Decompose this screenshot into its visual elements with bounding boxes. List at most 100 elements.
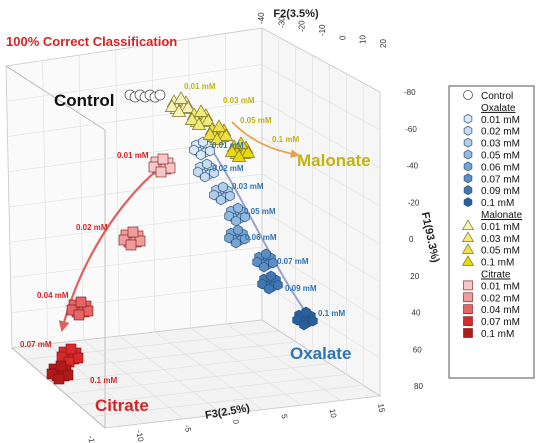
concentration-labels: 0.01 mM 0.02 mM 0.03 mM 0.05 mM 0.06 mM 0.07 …	[20, 82, 345, 385]
oxalate-data-point	[225, 190, 235, 202]
citrate-concentration-label: 0.07 mM	[20, 340, 52, 349]
citrate-concentration-label: 0.1 mM	[90, 376, 117, 385]
f1-tick-label: 0	[409, 235, 414, 244]
malonate-data-point	[171, 104, 187, 117]
legend-marker	[461, 219, 475, 231]
f3-tick-label: 10	[328, 408, 339, 419]
grid-line	[9, 210, 263, 243]
oxalate-data-point	[261, 248, 271, 260]
control-data-point	[154, 89, 166, 101]
f1-tick-label: 20	[410, 272, 419, 281]
grid-line	[225, 33, 227, 325]
malonate-data-point	[173, 91, 189, 104]
malonate-data-point	[211, 119, 227, 132]
f2-tick-label: 0	[338, 35, 347, 40]
data-points	[46, 89, 318, 385]
legend-entry: 0.01 mM	[481, 222, 520, 233]
oxalate-0-02-mm-cluster	[193, 158, 219, 183]
oxalate-data-point	[233, 202, 243, 214]
legend-entry: 0.02 mM	[481, 293, 520, 304]
citrate-data-point	[155, 166, 167, 178]
oxalate-data-point	[189, 144, 199, 156]
grid-line	[188, 38, 191, 329]
malonate-0-01-mm-cluster	[164, 91, 196, 117]
malonate-data-point	[224, 144, 240, 157]
legend-marker	[463, 90, 473, 100]
legend-marker	[463, 149, 473, 160]
oxalate-data-point	[308, 315, 318, 327]
legend-marker	[463, 173, 473, 184]
legend-box	[448, 85, 535, 379]
f2-tick-label: -20	[298, 20, 307, 32]
oxalate-data-point	[301, 306, 311, 318]
malonate-data-point	[164, 99, 180, 112]
malonate-data-point	[218, 128, 234, 141]
grid-line	[78, 55, 84, 341]
malonate-concentration-label: 0.05 mM	[240, 116, 272, 125]
oxalate-0-07-mm-cluster	[252, 248, 278, 273]
oxalate-data-point	[252, 256, 262, 268]
citrate-data-point	[72, 352, 84, 364]
f2-tick-label: 10	[359, 35, 368, 44]
oxalate-data-point	[224, 210, 234, 222]
group-label-control: Control	[54, 91, 114, 110]
grid-line	[261, 137, 381, 207]
oxalate-concentration-label: 0.09 mM	[285, 284, 317, 293]
grid-line	[38, 341, 296, 372]
oxalate-data-point	[273, 279, 283, 291]
legend-entry: 0.05 mM	[481, 246, 520, 257]
legend-entry: 0.01 mM	[481, 115, 520, 126]
grid-line	[65, 363, 330, 395]
f1-tick-label: -40	[407, 162, 419, 171]
oxalate-data-point	[224, 232, 234, 244]
chart-title: 100% Correct Classification	[6, 34, 177, 49]
legend-entry: 0.01 mM	[481, 281, 520, 292]
legend-marker	[463, 113, 473, 124]
oxalate-concentration-label: 0.01 mM	[212, 141, 244, 150]
legend-marker	[463, 137, 473, 148]
oxalate-data-point	[233, 224, 243, 236]
f1-tick-label: 60	[413, 345, 422, 354]
oxalate-data-point	[218, 181, 228, 193]
f1-axis-title: F1(93.3%)	[419, 211, 441, 264]
f2-tick-label: -30	[277, 16, 286, 28]
legend-entry: 0.1 mM	[481, 329, 514, 340]
legend-entry: 0.09 mM	[481, 186, 520, 197]
oxalate-data-point	[193, 166, 203, 178]
f3-tick-label: 5	[279, 413, 289, 419]
citrate-concentration-label: 0.04 mM	[37, 291, 69, 300]
grid-line	[261, 210, 381, 283]
group-label-citrate: Citrate	[95, 396, 149, 415]
malonate-data-point	[191, 117, 207, 130]
legend-marker	[463, 328, 473, 338]
malonate-concentration-label: 0.03 mM	[223, 96, 255, 105]
citrate-data-point	[55, 360, 67, 372]
oxalate-concentration-label: 0.05 mM	[244, 207, 276, 216]
citrate-data-point	[53, 373, 65, 385]
box-edge	[5, 65, 106, 131]
legend-entry: 0.07 mM	[481, 174, 520, 185]
oxalate-concentration-label: 0.03 mM	[232, 182, 264, 191]
oxalate-data-point	[209, 167, 219, 179]
f2-tick-label: -10	[318, 24, 327, 36]
f1-tick-label: -80	[404, 88, 416, 97]
oxalate-data-point	[200, 171, 210, 183]
f3-tick-label: 15	[376, 403, 387, 414]
grid-line	[261, 100, 381, 169]
malonate-0-05-mm-cluster	[202, 119, 234, 145]
legend-entry: 0.03 mM	[481, 139, 520, 150]
legend-entry: Control	[481, 91, 513, 102]
citrate-data-point	[127, 226, 139, 238]
citrate-concentration-label: 0.02 mM	[76, 223, 108, 232]
malonate-data-point	[200, 113, 216, 126]
grid-line	[10, 246, 263, 278]
f2-tick-label: -40	[257, 12, 266, 24]
legend-entry: 0.1 mM	[481, 258, 514, 269]
legend-entry: 0.07 mM	[481, 317, 520, 328]
oxalate-data-point	[240, 211, 250, 223]
grid-line	[261, 283, 381, 359]
f3-tick-label: -15	[86, 435, 97, 443]
box-edge	[11, 347, 106, 429]
malonate-0-1-mm-cluster	[224, 136, 256, 162]
